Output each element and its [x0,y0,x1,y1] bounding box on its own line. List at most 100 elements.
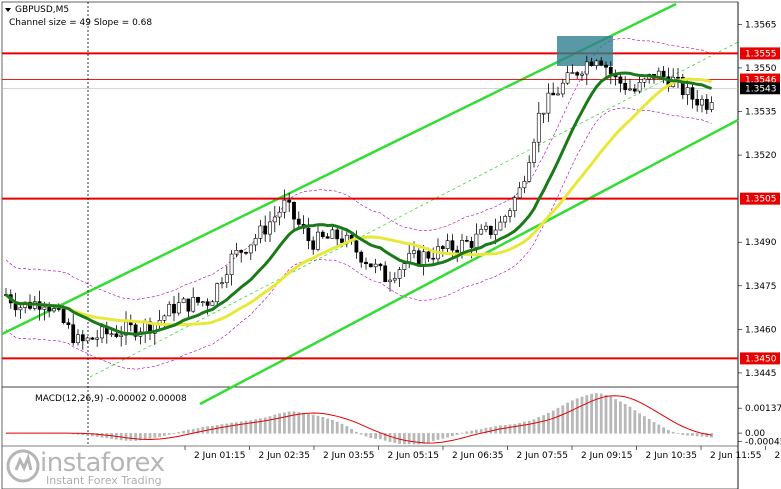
macd-bar [249,420,253,434]
macd-bar [580,396,584,434]
macd-bar [475,429,478,434]
macd-bar [76,433,80,435]
macd-bar [619,401,622,434]
macd-bar [129,433,133,441]
candle [709,96,714,113]
macd-bar [287,411,291,434]
macd-bar [220,424,224,434]
candle [498,215,503,231]
candle [364,257,368,270]
candle [589,57,594,67]
macd-histogram: 0.00137 0.00-0.00045 [4,393,781,447]
macd-bar [235,422,238,434]
macd-bar [134,433,137,441]
candle [373,258,378,274]
macd-bar [609,396,613,434]
macd-bar [239,421,243,434]
candle [440,244,445,257]
macd-bar [705,433,709,438]
time-axis-ticks: 2 Jun 01:15 2 Jun 02:35 2 Jun 03:55 2 Jun 0… [184,446,781,461]
macd-bar [547,412,550,434]
watermark-tagline: Instant Forex Trading [46,474,162,487]
macd-bar [662,427,665,434]
candle [320,230,325,239]
candle [522,175,527,194]
candle [200,300,205,307]
macd-bar [571,400,574,434]
macd-bar [187,429,190,434]
collapse-triangle-icon[interactable] [5,8,11,12]
candle [580,71,584,81]
candle [565,65,570,85]
candle [292,201,296,231]
candle [301,215,306,235]
candle [66,318,71,329]
macd-bar [518,422,521,434]
macd-bar [623,403,627,434]
macd-bar [537,417,541,434]
macd-bar [292,411,296,434]
candle [239,249,244,263]
macd-bar [667,429,670,434]
candle [632,84,637,94]
channel-mid-line [89,41,739,378]
macd-bar [81,433,85,435]
candle [704,94,709,114]
macd-bar [369,433,373,439]
candle [661,65,666,84]
macd-bar [388,433,392,442]
support-1.3450-label: 1.3450 [745,354,777,364]
support-1.3505-tag [740,192,780,205]
candle [311,236,316,255]
macd-bar [259,418,262,434]
macd-bar [124,433,128,441]
symbol-label: GBPUSD,M5 [15,5,69,15]
macd-bar [100,433,104,438]
candle [176,292,181,316]
candle [541,112,546,124]
envelope-lower [5,107,712,370]
macd-bar [412,433,416,445]
candle [570,64,575,74]
candle [532,138,536,168]
price-tick-label: 1.3565 [745,20,777,30]
price-tick-label: 1.3460 [745,325,777,335]
candle [196,296,200,306]
candle [479,224,484,236]
macd-bar [451,433,454,437]
macd-label: MACD(12,26,9) -0.00002 0.00008 [35,394,187,404]
macd-bar [215,424,219,434]
candle [594,59,599,70]
macd-bar [590,393,593,434]
instaforex-logo-icon [6,449,40,483]
level-1.3546-label: 1.3546 [745,76,777,86]
time-tick-label: 2 Jun 01:15 [194,451,245,461]
candle [464,235,469,243]
macd-bar [311,414,315,434]
candle [613,69,618,86]
candle [392,272,397,284]
macd-bar [657,424,661,434]
macd-bar [273,414,277,434]
candle [244,251,248,256]
candle [517,182,522,199]
macd-bar [283,412,286,434]
candle [128,314,133,332]
candle [18,304,23,319]
candle [119,326,124,347]
candle [13,292,18,317]
candle [268,211,272,242]
macd-bar [551,410,555,434]
macd-bar [585,395,589,434]
macd-tick-label: 0.00 [745,429,765,439]
macd-bar [691,433,694,436]
watermark [4,444,180,486]
candle [210,299,215,306]
channel-info: Channel size = 49 Slope = 0.68 [9,18,152,28]
candle [215,282,220,307]
macd-bar [499,425,502,434]
time-tick-label: 2 Jun 05:15 [388,451,439,461]
candle [527,155,532,183]
candle [560,78,565,98]
